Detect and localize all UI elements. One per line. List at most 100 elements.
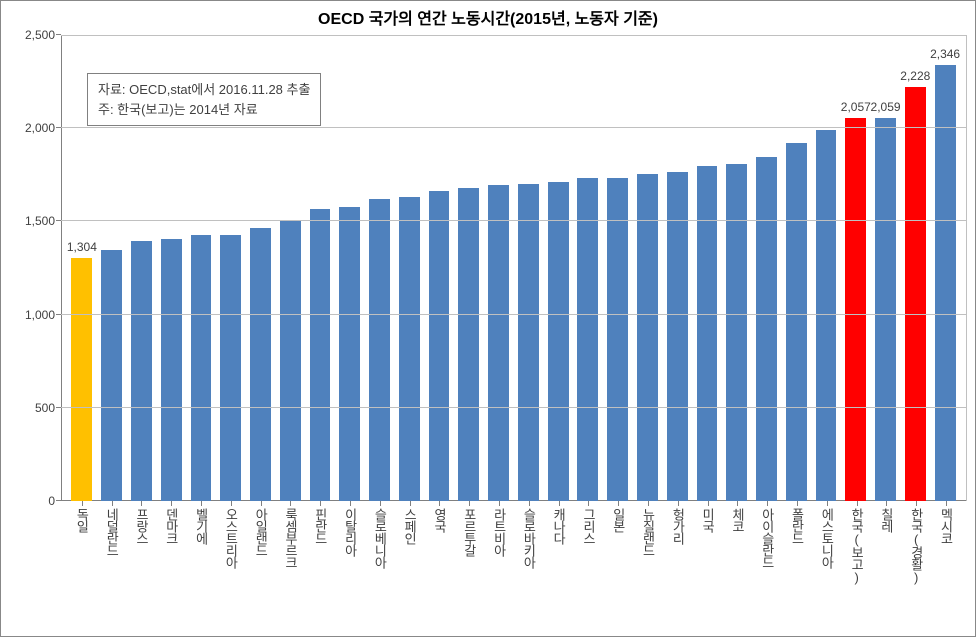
bar-slot [692, 36, 722, 501]
x-label-slot: 미국 [693, 506, 723, 584]
x-axis-label: 영국 [430, 506, 449, 584]
x-tick [469, 501, 470, 506]
bar [935, 65, 956, 501]
x-tick [827, 501, 828, 506]
x-label-slot: 룩셈부르크 [276, 506, 306, 584]
x-label-slot: 라트비아 [484, 506, 514, 584]
bar-slot [424, 36, 454, 501]
x-axis-label: 덴마크 [162, 506, 181, 584]
bar-value-label: 1,304 [67, 240, 97, 254]
x-axis-label: 독일 [72, 506, 91, 584]
gridline [61, 127, 966, 128]
bar-slot: 2,346 [930, 36, 960, 501]
x-axis-label: 스페인 [400, 506, 419, 584]
bar [845, 118, 866, 501]
x-axis-label: 오스트리아 [221, 506, 240, 584]
bar-slot: 2,228 [900, 36, 930, 501]
bar-value-label: 2,346 [930, 47, 960, 61]
bar [131, 241, 152, 501]
x-label-slot: 체코 [723, 506, 753, 584]
bar-value-label: 2,228 [900, 69, 930, 83]
x-tick [261, 501, 262, 506]
y-axis-label: 1,500 [25, 214, 61, 228]
x-axis-label: 폴란드 [788, 506, 807, 584]
bar [905, 87, 926, 501]
x-tick [946, 501, 947, 506]
x-axis-label: 그리스 [579, 506, 598, 584]
x-tick [678, 501, 679, 506]
x-label-slot: 이탈리아 [335, 506, 365, 584]
bar [548, 182, 569, 501]
bar [607, 178, 628, 501]
x-tick [320, 501, 321, 506]
x-tick [499, 501, 500, 506]
bar [518, 184, 539, 501]
x-tick [588, 501, 589, 506]
bar [458, 188, 479, 501]
bar [161, 239, 182, 501]
x-axis-label: 캐나다 [549, 506, 568, 584]
x-label-slot: 에스토니아 [812, 506, 842, 584]
x-axis-label: 네덜란드 [102, 506, 121, 584]
bar [339, 207, 360, 501]
x-label-slot: 아이슬란드 [752, 506, 782, 584]
x-axis-label: 미국 [698, 506, 717, 584]
x-label-slot: 일본 [603, 506, 633, 584]
x-axis-label: 멕시코 [937, 506, 956, 584]
x-axis-label: 아이슬란드 [758, 506, 777, 584]
x-axis-label: 슬로바키아 [519, 506, 538, 584]
bar [875, 118, 896, 501]
gridline [61, 407, 966, 408]
bar [637, 174, 658, 501]
bar-slot [662, 36, 692, 501]
x-axis-label: 한국(보고) [847, 506, 866, 584]
x-label-slot: 네덜란드 [97, 506, 127, 584]
x-tick [82, 501, 83, 506]
x-label-slot: 아일랜드 [246, 506, 276, 584]
x-tick [648, 501, 649, 506]
x-tick [290, 501, 291, 506]
x-tick [916, 501, 917, 506]
x-label-slot: 그리스 [574, 506, 604, 584]
bar [71, 258, 92, 501]
gridline [61, 220, 966, 221]
x-axis-label: 라트비아 [490, 506, 509, 584]
y-axis-label: 2,000 [25, 121, 61, 135]
x-label-slot: 덴마크 [156, 506, 186, 584]
x-label-slot: 한국(보고) [842, 506, 872, 584]
x-axis-label: 포르투갈 [460, 506, 479, 584]
bar-value-label: 2,059 [871, 100, 901, 114]
bar-slot [722, 36, 752, 501]
x-axis-label: 슬로베니아 [370, 506, 389, 584]
gridline [61, 314, 966, 315]
x-label-slot: 폴란드 [782, 506, 812, 584]
bar [697, 166, 718, 501]
bar [310, 209, 331, 501]
x-label-slot: 칠레 [872, 506, 902, 584]
x-axis-label: 일본 [609, 506, 628, 584]
bar-slot [394, 36, 424, 501]
bar [369, 199, 390, 501]
bar [429, 191, 450, 501]
bar [756, 157, 777, 501]
note-line-1: 자료: OECD,stat에서 2016.11.28 추출 [98, 80, 310, 100]
x-axis-label: 에스토니아 [817, 506, 836, 584]
x-label-slot: 헝가리 [663, 506, 693, 584]
bar-slot [365, 36, 395, 501]
bar-chart: OECD 국가의 연간 노동시간(2015년, 노동자 기준) 1,304 2,0… [0, 0, 976, 637]
x-tick [886, 501, 887, 506]
x-axis-label: 칠레 [877, 506, 896, 584]
y-axis-label: 500 [35, 401, 61, 415]
bar-slot [603, 36, 633, 501]
x-label-slot: 한국(경활) [901, 506, 931, 584]
bar-slot [811, 36, 841, 501]
x-tick [410, 501, 411, 506]
x-tick [380, 501, 381, 506]
chart-title: OECD 국가의 연간 노동시간(2015년, 노동자 기준) [1, 1, 975, 35]
x-tick [618, 501, 619, 506]
x-tick [231, 501, 232, 506]
x-tick [767, 501, 768, 506]
x-axis-label: 핀란드 [311, 506, 330, 584]
bar [399, 197, 420, 501]
x-axis-label: 뉴질랜드 [639, 506, 658, 584]
